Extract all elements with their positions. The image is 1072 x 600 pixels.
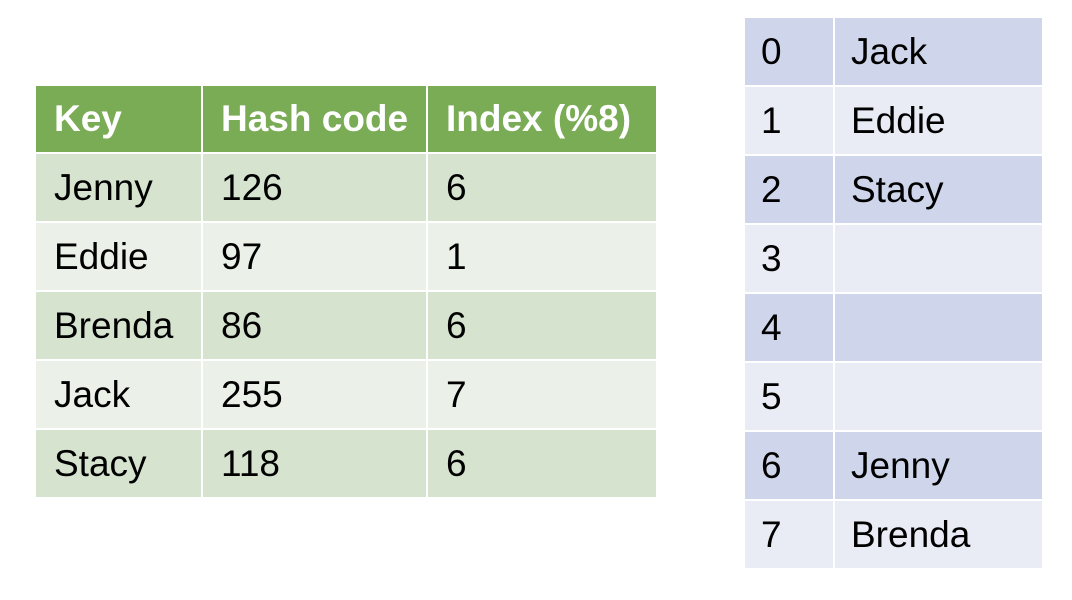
bucket-index-cell: 5 (745, 363, 835, 432)
index-cell: 6 (428, 154, 656, 223)
bucket-value-cell: Stacy (835, 156, 1042, 225)
hash-code-cell: 126 (203, 154, 428, 223)
bucket-row: 3 (745, 225, 1042, 294)
table-row: Jack 255 7 (36, 361, 656, 430)
bucket-index-cell: 3 (745, 225, 835, 294)
bucket-value-cell: Jenny (835, 432, 1042, 501)
bucket-row: 4 (745, 294, 1042, 363)
hash-bucket-table: 0 Jack 1 Eddie 2 Stacy 3 4 5 6 Jenny 7 (745, 18, 1042, 570)
bucket-index-cell: 1 (745, 87, 835, 156)
hash-code-cell: 118 (203, 430, 428, 499)
index-cell: 1 (428, 223, 656, 292)
header-index: Index (%8) (428, 86, 656, 154)
key-cell: Jack (36, 361, 203, 430)
index-cell: 7 (428, 361, 656, 430)
bucket-value-cell (835, 225, 1042, 294)
bucket-row: 0 Jack (745, 18, 1042, 87)
bucket-row: 1 Eddie (745, 87, 1042, 156)
hash-code-table: Key Hash code Index (%8) Jenny 126 6 Edd… (36, 86, 656, 499)
table-row: Eddie 97 1 (36, 223, 656, 292)
index-cell: 6 (428, 292, 656, 361)
table-row: Brenda 86 6 (36, 292, 656, 361)
bucket-row: 6 Jenny (745, 432, 1042, 501)
bucket-value-cell (835, 294, 1042, 363)
bucket-value-cell (835, 363, 1042, 432)
table-row: Stacy 118 6 (36, 430, 656, 499)
bucket-index-cell: 7 (745, 501, 835, 570)
header-hash-code: Hash code (203, 86, 428, 154)
bucket-index-cell: 2 (745, 156, 835, 225)
header-key: Key (36, 86, 203, 154)
hash-code-cell: 86 (203, 292, 428, 361)
bucket-index-cell: 0 (745, 18, 835, 87)
bucket-value-cell: Jack (835, 18, 1042, 87)
bucket-value-cell: Eddie (835, 87, 1042, 156)
hash-code-cell: 97 (203, 223, 428, 292)
bucket-index-cell: 4 (745, 294, 835, 363)
key-cell: Eddie (36, 223, 203, 292)
key-cell: Jenny (36, 154, 203, 223)
bucket-row: 7 Brenda (745, 501, 1042, 570)
bucket-index-cell: 6 (745, 432, 835, 501)
key-cell: Stacy (36, 430, 203, 499)
index-cell: 6 (428, 430, 656, 499)
bucket-row: 2 Stacy (745, 156, 1042, 225)
bucket-value-cell: Brenda (835, 501, 1042, 570)
hash-code-cell: 255 (203, 361, 428, 430)
bucket-row: 5 (745, 363, 1042, 432)
table-row: Jenny 126 6 (36, 154, 656, 223)
table-header-row: Key Hash code Index (%8) (36, 86, 656, 154)
key-cell: Brenda (36, 292, 203, 361)
